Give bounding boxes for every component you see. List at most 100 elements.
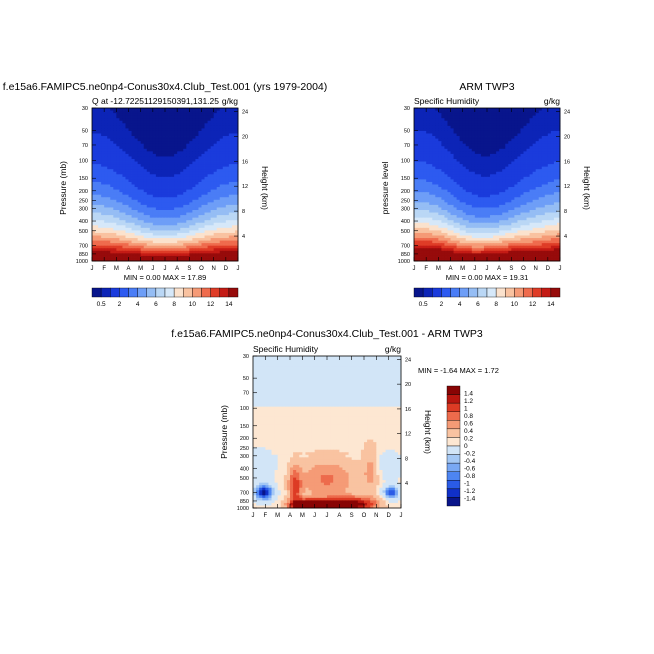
panel-b-cell	[417, 130, 421, 134]
panel-a-cell	[180, 169, 184, 173]
panel-a-cell	[183, 232, 187, 236]
panel-b-cell	[444, 146, 448, 150]
panel-b-cell	[417, 197, 421, 201]
panel-b-cell	[493, 118, 497, 122]
panel-b-cell	[477, 108, 482, 111]
panel-a-cell	[146, 212, 151, 216]
panel-a-ytick-label: 500	[79, 229, 88, 235]
panel-b-cell	[517, 207, 521, 211]
panel-b-cell	[441, 179, 445, 183]
panel-a-cell	[119, 222, 123, 226]
panel-a-cell	[131, 110, 135, 114]
panel-a-cell	[180, 125, 184, 129]
panel-a-cell	[195, 243, 199, 247]
panel-b-cell	[465, 194, 470, 198]
panel-b-cell	[538, 184, 543, 188]
panel-b-cell	[532, 184, 537, 188]
panel-a-cell	[207, 108, 212, 111]
panel-a-cell	[143, 181, 148, 185]
panel-b-cell	[550, 174, 555, 178]
panel-a-cell	[137, 255, 142, 259]
panel-b-cell	[468, 138, 473, 142]
panel-a-cell	[146, 108, 151, 111]
panel-a-cell	[101, 248, 105, 252]
panel-b-cell	[438, 179, 442, 183]
panel-b-cell	[420, 110, 424, 114]
panel-b-cell	[468, 110, 473, 114]
panel-b-cell	[520, 202, 524, 206]
panel-b-cell	[465, 210, 470, 213]
panel-b-cell	[499, 166, 503, 170]
panel-a-cell	[149, 138, 154, 142]
panel-b-cell	[556, 176, 561, 180]
panel-b-cell	[514, 189, 518, 193]
panel-a-cell	[219, 245, 224, 249]
panel-a-cell	[149, 253, 154, 257]
panel-b-cell	[535, 143, 540, 147]
panel-a-cell	[225, 197, 230, 201]
panel-b-cell	[517, 108, 521, 111]
panel-a-cell	[180, 143, 184, 147]
panel-b-cell	[465, 161, 470, 165]
panel-a-cell	[125, 202, 129, 206]
panel-a-cell	[140, 240, 145, 244]
panel-a-cell	[125, 166, 129, 170]
panel-b-cell	[462, 123, 467, 127]
panel-a-cell	[92, 110, 96, 114]
panel-a-cell	[204, 199, 208, 203]
panel-b-cell	[493, 210, 497, 213]
panel-b-cell	[447, 187, 451, 190]
panel-a-cell	[219, 136, 224, 139]
panel-b-cell	[453, 108, 457, 111]
panel-b-cell	[493, 194, 497, 198]
panel-a-cell	[119, 230, 123, 234]
panel-a-cell	[213, 125, 218, 129]
panel-a-cell	[95, 225, 99, 229]
panel-a-cell	[204, 192, 208, 196]
panel-a-cell	[161, 166, 166, 170]
panel-a-cell	[104, 194, 108, 198]
panel-b-cell	[432, 161, 436, 165]
panel-a-cell	[116, 184, 120, 188]
panel-a-cell	[98, 181, 102, 185]
panel-a-cell	[101, 153, 105, 157]
panel-b-cell	[441, 146, 445, 150]
panel-b-cell	[447, 189, 451, 193]
panel-b-cell	[520, 128, 524, 132]
panel-a-cell	[155, 187, 160, 190]
panel-b-cell	[511, 148, 515, 152]
panel-b-cell	[487, 115, 491, 119]
panel-b-cell	[435, 174, 439, 178]
panel-a-cell	[225, 153, 230, 157]
panel-b-cell	[417, 118, 421, 122]
panel-a-cell	[171, 118, 175, 122]
panel-b-cell	[426, 123, 430, 127]
panel-b-cell	[499, 189, 503, 193]
panel-b-cell	[508, 202, 512, 206]
panel-a-cell	[113, 227, 117, 231]
panel-a-cell	[104, 141, 108, 145]
panel-a-cell	[201, 179, 205, 183]
panel-b-cell	[447, 125, 451, 129]
panel-a-xtick-label: N	[211, 266, 215, 272]
panel-a-cell	[222, 238, 227, 241]
panel-a-cell	[183, 148, 187, 152]
panel-a-cell	[225, 115, 230, 119]
panel-a-cell	[192, 192, 196, 196]
panel-a-cell	[204, 115, 208, 119]
panel-a-cell	[192, 141, 196, 145]
panel-a-cell	[177, 146, 181, 150]
panel-a-cell	[116, 202, 120, 206]
panel-a-cell	[207, 230, 212, 234]
panel-a-cell	[113, 113, 117, 117]
panel-a-cell	[168, 232, 172, 236]
panel-b-cell	[490, 174, 494, 178]
panel-b-cell	[499, 212, 503, 216]
panel-b-cell	[508, 171, 512, 175]
panel-b-cell	[450, 189, 454, 193]
panel-b-cell	[535, 176, 540, 180]
panel-b-cell	[480, 141, 485, 145]
panel-a-cell	[222, 141, 227, 145]
panel-b-cell	[514, 153, 518, 157]
panel-b-cell	[520, 120, 524, 124]
